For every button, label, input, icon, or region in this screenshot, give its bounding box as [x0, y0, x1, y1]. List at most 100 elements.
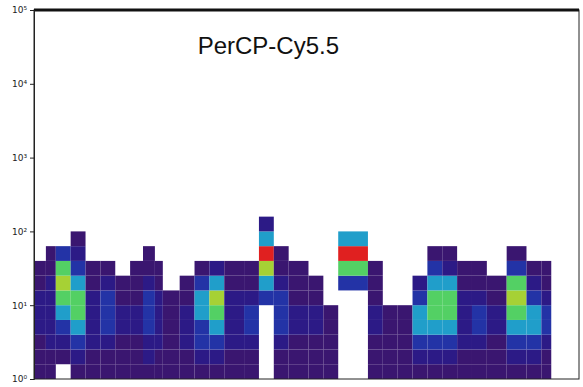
- heatmap-cell: [180, 276, 195, 291]
- heatmap-cell: [427, 320, 442, 335]
- heatmap-cell: [472, 276, 487, 291]
- heatmap-cell: [71, 276, 86, 291]
- heatmap-cell: [274, 335, 289, 350]
- heatmap-cell: [487, 364, 507, 379]
- heatmap-cell: [507, 276, 527, 291]
- heatmap-cell: [86, 261, 101, 276]
- heatmap-cell: [323, 364, 338, 379]
- heatmap-cell: [155, 305, 163, 320]
- heatmap-cell: [163, 349, 180, 364]
- heatmap-cell: [413, 305, 428, 320]
- heatmap-cell: [338, 261, 368, 276]
- heatmap-cell: [383, 335, 398, 350]
- heatmap-cell: [457, 364, 472, 379]
- heatmap-cell: [289, 320, 309, 335]
- heatmap-cell: [368, 349, 383, 364]
- heatmap-cell: [100, 276, 115, 291]
- y-tick: 10⁴: [12, 79, 34, 89]
- heatmap-cell: [457, 349, 472, 364]
- heatmap-cell: [244, 261, 259, 276]
- heatmap-cell: [457, 335, 472, 350]
- heatmap-cell: [427, 246, 442, 261]
- heatmap-cell: [143, 261, 155, 276]
- y-tick-mark: [30, 10, 34, 11]
- heatmap-cell: [274, 246, 289, 261]
- heatmap-cell: [209, 349, 224, 364]
- heatmap-cell: [289, 349, 309, 364]
- heatmap-cell: [130, 335, 143, 350]
- heatmap-cell: [56, 305, 71, 320]
- heatmap-cell: [526, 261, 541, 276]
- heatmap-cell: [427, 335, 442, 350]
- heatmap-cell: [100, 349, 115, 364]
- heatmap-cell: [398, 320, 413, 335]
- heatmap-cell: [244, 320, 259, 335]
- heatmap-cell: [86, 335, 101, 350]
- heatmap-cell: [442, 276, 457, 291]
- heatmap-cell: [180, 335, 195, 350]
- heatmap-cell: [46, 305, 56, 320]
- heatmap-cell: [507, 320, 527, 335]
- heatmap-cell: [259, 276, 274, 291]
- y-tick-label: 10⁴: [12, 79, 27, 89]
- heatmap-cell: [259, 290, 274, 305]
- heatmap-cell: [71, 349, 86, 364]
- heatmap-cell: [427, 349, 442, 364]
- heatmap-cell: [507, 335, 527, 350]
- heatmap-cell: [289, 364, 309, 379]
- heatmap-cell: [413, 320, 428, 335]
- heatmap-cell: [308, 276, 323, 291]
- heatmap-cell: [224, 335, 244, 350]
- heatmap-cell: [244, 364, 259, 379]
- heatmap-cell: [224, 320, 244, 335]
- heatmap-cell: [526, 335, 541, 350]
- heatmap-cell: [338, 231, 368, 246]
- top-border: [34, 9, 579, 12]
- heatmap-cell: [46, 246, 56, 261]
- heatmap-cell: [487, 276, 507, 291]
- heatmap-cell: [274, 320, 289, 335]
- heatmap-cell: [143, 290, 155, 305]
- heatmap-cell: [323, 305, 338, 320]
- heatmap-cell: [163, 305, 180, 320]
- heatmap-cell: [308, 305, 323, 320]
- heatmap-cell: [209, 261, 224, 276]
- y-axis: 10⁰10¹10²10³10⁴10⁵: [12, 5, 35, 384]
- heatmap-cell: [541, 320, 551, 335]
- heatmap-cell: [244, 305, 259, 320]
- y-tick: 10¹: [12, 301, 34, 311]
- heatmap-cell: [195, 349, 210, 364]
- heatmap-cell: [180, 349, 195, 364]
- heatmap-cell: [507, 305, 527, 320]
- heatmap-cell: [457, 320, 472, 335]
- heatmap-cell: [115, 364, 130, 379]
- heatmap-cell: [457, 290, 472, 305]
- heatmap-cell: [427, 261, 442, 276]
- heatmap-cell: [56, 349, 71, 364]
- y-tick-label: 10⁵: [12, 5, 27, 15]
- heatmap-cell: [274, 364, 289, 379]
- heatmap-cell: [442, 335, 457, 350]
- heatmap-cell: [209, 305, 224, 320]
- heatmap-cell: [130, 349, 143, 364]
- heatmap-cell: [56, 246, 71, 261]
- heatmap-cell: [71, 335, 86, 350]
- heatmap-cell: [34, 276, 46, 291]
- heatmap-cell: [180, 320, 195, 335]
- heatmap-cell: [274, 276, 289, 291]
- heatmap-cell: [413, 349, 428, 364]
- heatmap-cell: [442, 305, 457, 320]
- heatmap-cell: [289, 261, 309, 276]
- heatmap-cell: [472, 349, 487, 364]
- heatmap-cell: [487, 349, 507, 364]
- heatmap-cell: [224, 276, 244, 291]
- heatmap-cell: [526, 320, 541, 335]
- heatmap-cell: [71, 231, 86, 246]
- heatmap-cell: [195, 261, 210, 276]
- y-tick: 10²: [12, 227, 34, 237]
- heatmap-cell: [180, 305, 195, 320]
- heatmap-cell: [100, 290, 115, 305]
- heatmap-cell: [442, 364, 457, 379]
- heatmap-cell: [541, 364, 551, 379]
- heatmap-cell: [487, 290, 507, 305]
